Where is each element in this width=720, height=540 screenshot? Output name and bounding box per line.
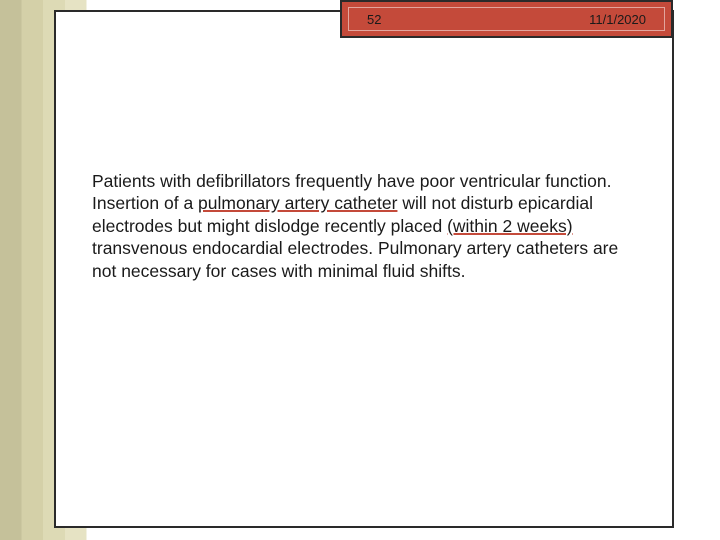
text-segment-2-underlined: pulmonary artery catheter <box>198 193 397 213</box>
text-segment-4-underlined: (within 2 weeks) <box>447 216 572 236</box>
page-number: 52 <box>367 12 381 27</box>
header-inner-border: 52 11/1/2020 <box>348 7 665 31</box>
header-box: 52 11/1/2020 <box>340 0 673 38</box>
text-segment-5: transvenous endocardial electrodes. Pulm… <box>92 238 618 280</box>
slide-date: 11/1/2020 <box>589 12 646 27</box>
body-paragraph: Patients with defibrillators frequently … <box>92 170 632 282</box>
